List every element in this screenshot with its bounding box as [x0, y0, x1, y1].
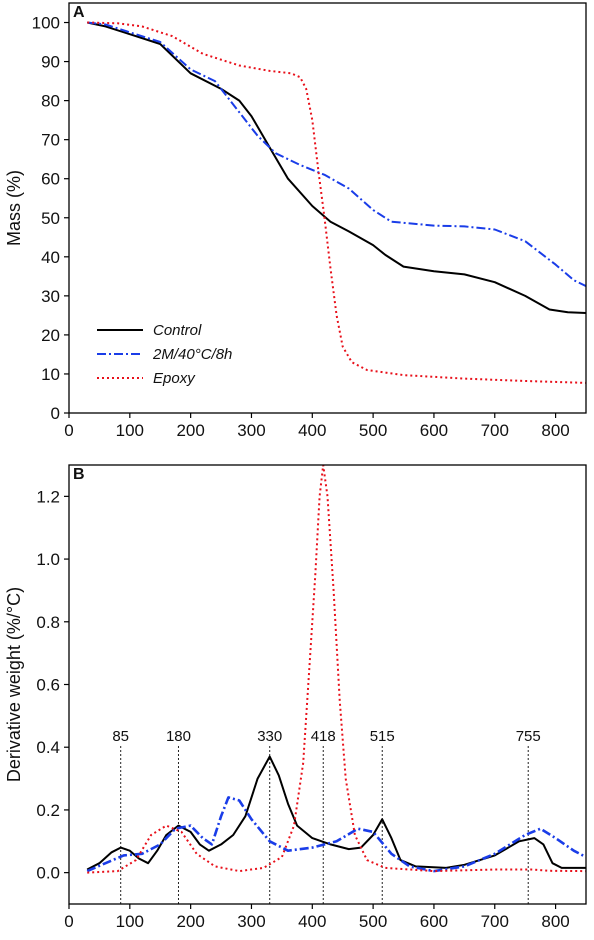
series-line-control	[86, 755, 586, 871]
y-tick-label: 80	[41, 92, 60, 111]
legend-label: Epoxy	[153, 370, 196, 387]
y-tick-label: 1.0	[36, 550, 60, 569]
panel-a-mass-chart: 0 100 200 300 400 500 600 700 800 0 10 20 30 40 50 60 70…	[4, 2, 587, 440]
y-tick-label: 90	[41, 53, 60, 72]
x-tick-label: 0	[64, 912, 73, 931]
x-axis-title: Temperature (°C)	[258, 938, 396, 940]
panel-label: B	[73, 466, 85, 483]
x-tick-label: 300	[237, 421, 265, 440]
series-line-2m-40-c-8h	[86, 796, 586, 873]
series-line-2m-40-c-8h	[87, 21, 586, 288]
y-tick-label: 30	[41, 287, 60, 306]
series-group	[86, 21, 586, 384]
legend-label: Control	[153, 322, 202, 339]
y-tick-label: 50	[41, 209, 60, 228]
peak-label: 330	[257, 728, 282, 745]
y-tick-label: 0.6	[36, 676, 60, 695]
legend-label: 2M/40°C/8h	[152, 346, 232, 363]
y-tick-label: 0.0	[36, 864, 60, 883]
y-axis-title: Mass (%)	[4, 170, 24, 246]
x-tick-label: 300	[237, 912, 265, 931]
x-tick-label: 600	[420, 421, 448, 440]
y-tick-label: 0	[51, 404, 60, 423]
y-tick-label: 1.2	[36, 487, 60, 506]
x-tick-label: 500	[359, 421, 387, 440]
y-axis-title: Derivative weight (%/°C)	[4, 587, 24, 782]
x-tick-label: 400	[298, 421, 326, 440]
peak-label: 180	[166, 728, 191, 745]
x-tick-label: 500	[359, 912, 387, 931]
x-tick-label: 200	[176, 421, 204, 440]
y-tick-label: 0.8	[36, 613, 60, 632]
panel-b-derivative-chart: 85 180 330 418 515 755 0 100 200 300 400 500 600 700 8…	[4, 464, 587, 940]
y-tick-label: 40	[41, 248, 60, 267]
series-group	[86, 465, 586, 874]
x-tick-label: 100	[116, 912, 144, 931]
peak-label: 418	[311, 728, 336, 745]
y-tick-label: 20	[41, 326, 60, 345]
x-tick-label: 200	[176, 912, 204, 931]
x-tick-label: 800	[541, 421, 569, 440]
y-tick-label: 0.2	[36, 801, 60, 820]
peak-label: 85	[112, 728, 129, 745]
series-line-epoxy	[87, 465, 586, 874]
y-tick-label: 10	[41, 365, 60, 384]
y-tick-label: 0.4	[36, 738, 60, 757]
x-tick-label: 800	[541, 912, 569, 931]
plot-frame	[68, 464, 587, 905]
y-tick-label: 70	[41, 131, 60, 150]
x-tick-label: 0	[64, 421, 73, 440]
x-tick-label: 600	[420, 912, 448, 931]
x-tick-label: 400	[298, 912, 326, 931]
panel-label: A	[73, 4, 85, 21]
x-tick-label: 700	[481, 912, 509, 931]
x-tick-label: 100	[116, 421, 144, 440]
y-tick-label: 60	[41, 170, 60, 189]
y-tick-label: 100	[32, 14, 60, 33]
plot-frame	[68, 2, 587, 414]
peak-label: 515	[370, 728, 395, 745]
x-tick-label: 700	[481, 421, 509, 440]
series-line-control	[86, 21, 586, 314]
peak-label: 755	[516, 728, 541, 745]
